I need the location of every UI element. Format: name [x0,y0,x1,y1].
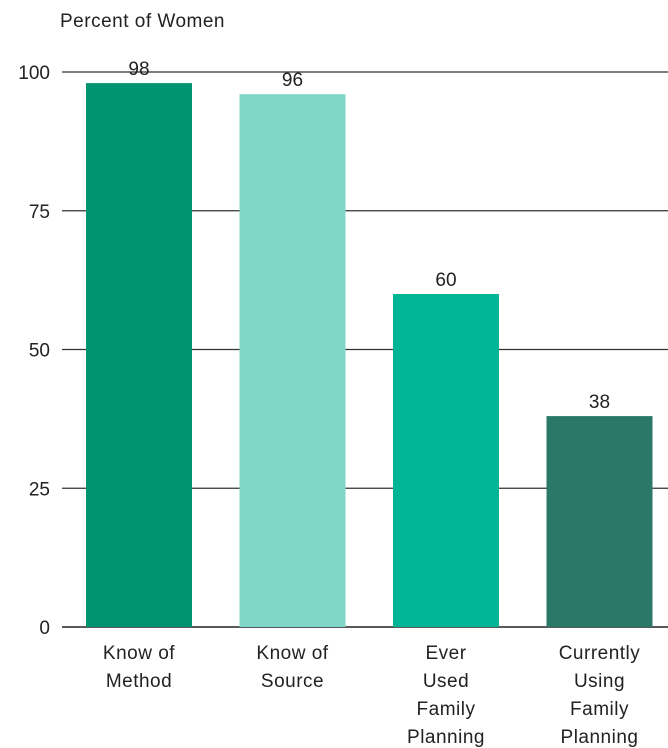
y-axis-label: Percent of Women [60,11,225,32]
bar [239,94,346,627]
data-label: 38 [589,392,610,413]
data-label: 60 [435,270,456,291]
y-ticks: 0 25 50 75 100 [18,63,50,639]
x-tick-label: Ever Used Family Planning [407,643,485,748]
y-tick-label: 0 [39,618,50,639]
y-tick-label: 50 [29,341,50,362]
bar [546,416,653,627]
x-tick-label: Currently Using Family Planning [559,643,641,748]
data-label: 96 [282,70,303,91]
category-labels: Know of Method Know of Source Ever Used Family… [103,643,640,748]
bar [86,83,192,628]
x-tick-label: Know of Source [256,643,328,692]
x-tick-label: Know of Method [103,643,175,692]
data-label: 98 [128,59,149,80]
bars [86,83,653,628]
y-tick-label: 25 [29,479,50,500]
bar [393,294,499,627]
y-tick-label: 75 [29,202,50,223]
value-labels: 98 96 60 38 [128,59,610,413]
y-tick-label: 100 [18,63,50,84]
